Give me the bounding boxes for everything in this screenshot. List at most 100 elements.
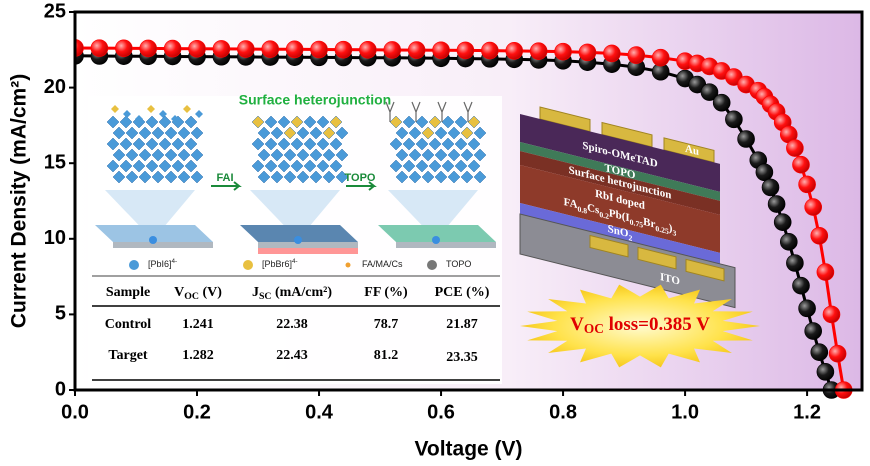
- text-segment: FF (%): [364, 285, 408, 300]
- text-segment: (V): [199, 285, 222, 300]
- y-tick-label: 0: [55, 378, 66, 400]
- data-point: [285, 40, 304, 59]
- x-tick-label: 0.4: [305, 401, 334, 423]
- data-point: [90, 39, 109, 57]
- x-tick-label: 0.6: [427, 401, 455, 423]
- lattice-octahedron: [277, 115, 291, 129]
- series-line: [75, 46, 846, 391]
- lattice-octahedron: [132, 159, 146, 173]
- lattice-octahedron: [296, 148, 310, 162]
- lattice-octahedron: [467, 137, 481, 151]
- table-cell: 22.38: [276, 317, 308, 332]
- lattice-octahedron: [125, 148, 139, 162]
- data-point: [261, 40, 280, 58]
- table-cell: 78.7: [374, 317, 399, 332]
- data-point: [359, 40, 377, 59]
- legend-label: [PbI6]4-: [148, 258, 177, 270]
- lattice-octahedron: [283, 170, 297, 184]
- lattice-octahedron: [316, 115, 330, 129]
- table-header: JSC (mA/cm²): [252, 285, 332, 302]
- lattice-octahedron: [473, 170, 487, 184]
- substrate-top: [240, 225, 358, 242]
- lattice-octahedron: [158, 115, 172, 129]
- text-segment: 4-: [292, 258, 298, 265]
- device-layer: [520, 114, 720, 192]
- lattice-octahedron: [322, 170, 336, 184]
- lattice-octahedron: [395, 148, 409, 162]
- lattice-octahedron: [316, 159, 330, 173]
- data-point: [822, 305, 841, 324]
- data-point: [115, 39, 133, 58]
- data-point: [798, 299, 816, 318]
- plot-frame: [73, 10, 864, 392]
- text-segment: TOPO: [446, 259, 471, 269]
- lattice-octahedron: [251, 159, 265, 173]
- lattice-octahedron: [441, 115, 455, 129]
- device-layer-label: Au: [685, 143, 699, 158]
- lattice-octahedron: [329, 159, 343, 173]
- lattice-octahedron: [138, 148, 152, 162]
- lattice-octahedron: [447, 170, 461, 184]
- lattice-octahedron: [270, 170, 284, 184]
- lattice-octahedron: [112, 148, 126, 162]
- text-segment: 0.75: [630, 217, 644, 229]
- table-cell: 1.282: [182, 348, 214, 363]
- data-point: [700, 83, 719, 101]
- lattice-octahedron: [177, 170, 191, 184]
- lattice-octahedron: [408, 170, 422, 184]
- lattice-octahedron: [270, 148, 284, 162]
- lattice-octahedron: [151, 126, 165, 140]
- inset-title: Surface heterojunction: [239, 92, 391, 108]
- lattice-octahedron: [428, 137, 442, 151]
- data-point: [828, 344, 847, 363]
- zoom-cone: [105, 190, 195, 240]
- lattice-octahedron: [322, 148, 336, 162]
- data-point: [212, 40, 231, 58]
- text-segment: V: [570, 314, 584, 335]
- lattice-octahedron: [415, 115, 429, 129]
- free-octahedron: [171, 115, 179, 123]
- text-segment: 2: [628, 233, 632, 243]
- text-segment: FA/MA/Cs: [362, 259, 403, 269]
- callout-burst: [520, 284, 760, 368]
- lattice-octahedron: [473, 148, 487, 162]
- lattice-octahedron: [112, 170, 126, 184]
- zoom-point: [432, 236, 440, 244]
- data-point: [773, 213, 792, 231]
- lattice-octahedron: [164, 170, 178, 184]
- lattice-octahedron: [421, 126, 435, 140]
- au-pad: [685, 258, 725, 282]
- lattice-octahedron: [164, 148, 178, 162]
- lattice-octahedron: [119, 159, 133, 173]
- lattice-octahedron: [171, 159, 185, 173]
- au-electrode: [663, 137, 715, 163]
- lattice-octahedron: [190, 126, 204, 140]
- y-tick-label: 15: [44, 151, 66, 173]
- lattice-octahedron: [251, 115, 265, 129]
- x-tick-label: 0.0: [61, 401, 89, 423]
- topo-molecule: [411, 101, 421, 122]
- lattice-octahedron: [145, 159, 159, 173]
- x-tick-label: 1.0: [671, 401, 699, 423]
- lattice-octahedron: [467, 115, 481, 129]
- substrate-side: [258, 242, 358, 248]
- lattice-octahedron: [106, 159, 120, 173]
- legend-label: TOPO: [446, 259, 471, 269]
- substrate-side: [113, 242, 213, 248]
- lattice-octahedron: [125, 170, 139, 184]
- lattice-octahedron: [112, 126, 126, 140]
- lattice-octahedron: [184, 115, 198, 129]
- lattice-octahedron: [296, 170, 310, 184]
- data-point: [712, 93, 731, 112]
- lattice-octahedron: [428, 159, 442, 173]
- lattice-octahedron: [309, 148, 323, 162]
- au-pad: [637, 246, 677, 270]
- step-arrow: [346, 181, 377, 191]
- table-cell: 23.35: [446, 350, 478, 365]
- legend-icon: [243, 260, 253, 270]
- data-point: [786, 139, 804, 157]
- device-layer-label: FA0.8Cs0.2Pb(I0.75Br0.25)3: [564, 196, 677, 238]
- topo-molecule: [463, 101, 473, 122]
- lattice-octahedron: [335, 126, 349, 140]
